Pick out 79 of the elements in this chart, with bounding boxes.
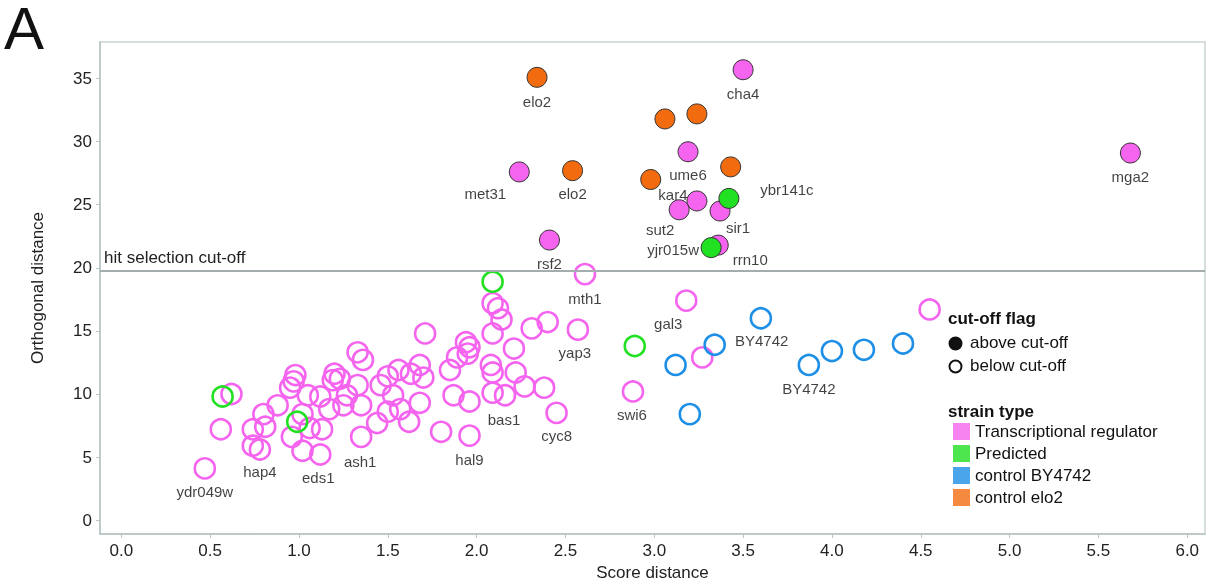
point — [686, 103, 708, 125]
x-tick-label: 1.5 — [375, 541, 400, 560]
annotation: rsf2 — [536, 254, 562, 272]
point — [703, 333, 726, 357]
x-axis-title: Score distance — [596, 563, 709, 582]
annotation: met31 — [464, 185, 507, 203]
legend-label: control elo2 — [975, 488, 1063, 507]
text: A — [4, 0, 45, 64]
annotation: elo2 — [558, 185, 587, 203]
x-tick-label: 4.5 — [908, 541, 933, 560]
point — [700, 237, 722, 259]
point — [640, 169, 662, 190]
annotation: hal9 — [455, 451, 484, 469]
y-tick-label: 25 — [73, 195, 92, 215]
legend-label: control BY4742 — [975, 466, 1092, 485]
y-tick-label: 0 — [82, 510, 92, 530]
point — [211, 385, 234, 408]
ref-line-label: hit selection cut-off — [104, 248, 246, 268]
point — [481, 270, 504, 293]
point — [654, 108, 676, 130]
point — [720, 156, 742, 178]
annotation: ydr049w — [176, 482, 234, 500]
point — [797, 353, 821, 377]
annotation: swi6 — [616, 405, 647, 423]
annotation: bas1 — [487, 410, 521, 428]
legend-title: strain type — [948, 402, 1034, 421]
x-tick-label: 5.0 — [997, 541, 1022, 560]
x-tick-label: 0.0 — [109, 541, 134, 560]
x-tick-label: 2.5 — [553, 541, 578, 560]
legend-label: Transcriptional regulator — [975, 422, 1159, 441]
annotation: ybr141c — [760, 180, 815, 198]
x-tick-label: 3.5 — [731, 541, 755, 560]
annotation: above cut-off — [970, 333, 1068, 353]
annotation: BY4742 — [782, 380, 836, 398]
annotation: gal3 — [654, 315, 683, 333]
y-tick-label: 15 — [73, 321, 92, 341]
point — [526, 66, 548, 88]
point — [891, 332, 915, 355]
annotation: below cut-off — [970, 356, 1067, 376]
annotation: hap4 — [243, 462, 277, 480]
point — [285, 410, 309, 434]
x-tick-label: 1.0 — [287, 541, 311, 560]
annotation: elo2 — [522, 92, 552, 110]
x-tick-label: 6.0 — [1175, 541, 1200, 560]
x-tick-label: 3.0 — [642, 541, 667, 560]
y-tick-label: 5 — [82, 447, 92, 467]
x-tick-label: 0.5 — [198, 541, 222, 560]
annotation: sir1 — [725, 218, 751, 236]
x-tick-label: 2.0 — [464, 541, 489, 560]
y-tick-label: 10 — [73, 384, 92, 404]
annotation: cut-off flag — [948, 309, 1036, 329]
annotation: ume6 — [669, 166, 707, 184]
point — [562, 160, 584, 182]
point — [852, 338, 876, 362]
annotation: BY4742 — [734, 332, 789, 350]
x-tick-label: 4.0 — [820, 541, 844, 560]
annotation: sut2 — [645, 221, 675, 239]
point — [664, 353, 687, 377]
annotation: mga2 — [1111, 167, 1150, 185]
y-axis-title: Orthogonal distance — [28, 211, 47, 365]
y-tick-label: 30 — [73, 132, 92, 152]
y-tick-label: 35 — [73, 69, 92, 89]
y-tick-label: 20 — [73, 258, 92, 278]
annotation: mth1 — [568, 289, 602, 307]
annotation: cyc8 — [541, 427, 572, 445]
x-tick-label: 5.5 — [1086, 541, 1111, 560]
annotation: rrn10 — [732, 250, 768, 268]
annotation: kar4 — [658, 186, 688, 204]
annotation: cha4 — [726, 85, 760, 103]
point — [623, 334, 647, 358]
annotation: yap3 — [558, 344, 592, 362]
annotation: ash1 — [343, 453, 377, 471]
legend-label: Predicted — [975, 444, 1047, 463]
point — [820, 339, 844, 363]
point — [749, 306, 773, 330]
annotation: eds1 — [302, 469, 335, 487]
point — [718, 187, 740, 209]
point — [678, 402, 702, 426]
annotation: yjr015w — [647, 241, 700, 259]
